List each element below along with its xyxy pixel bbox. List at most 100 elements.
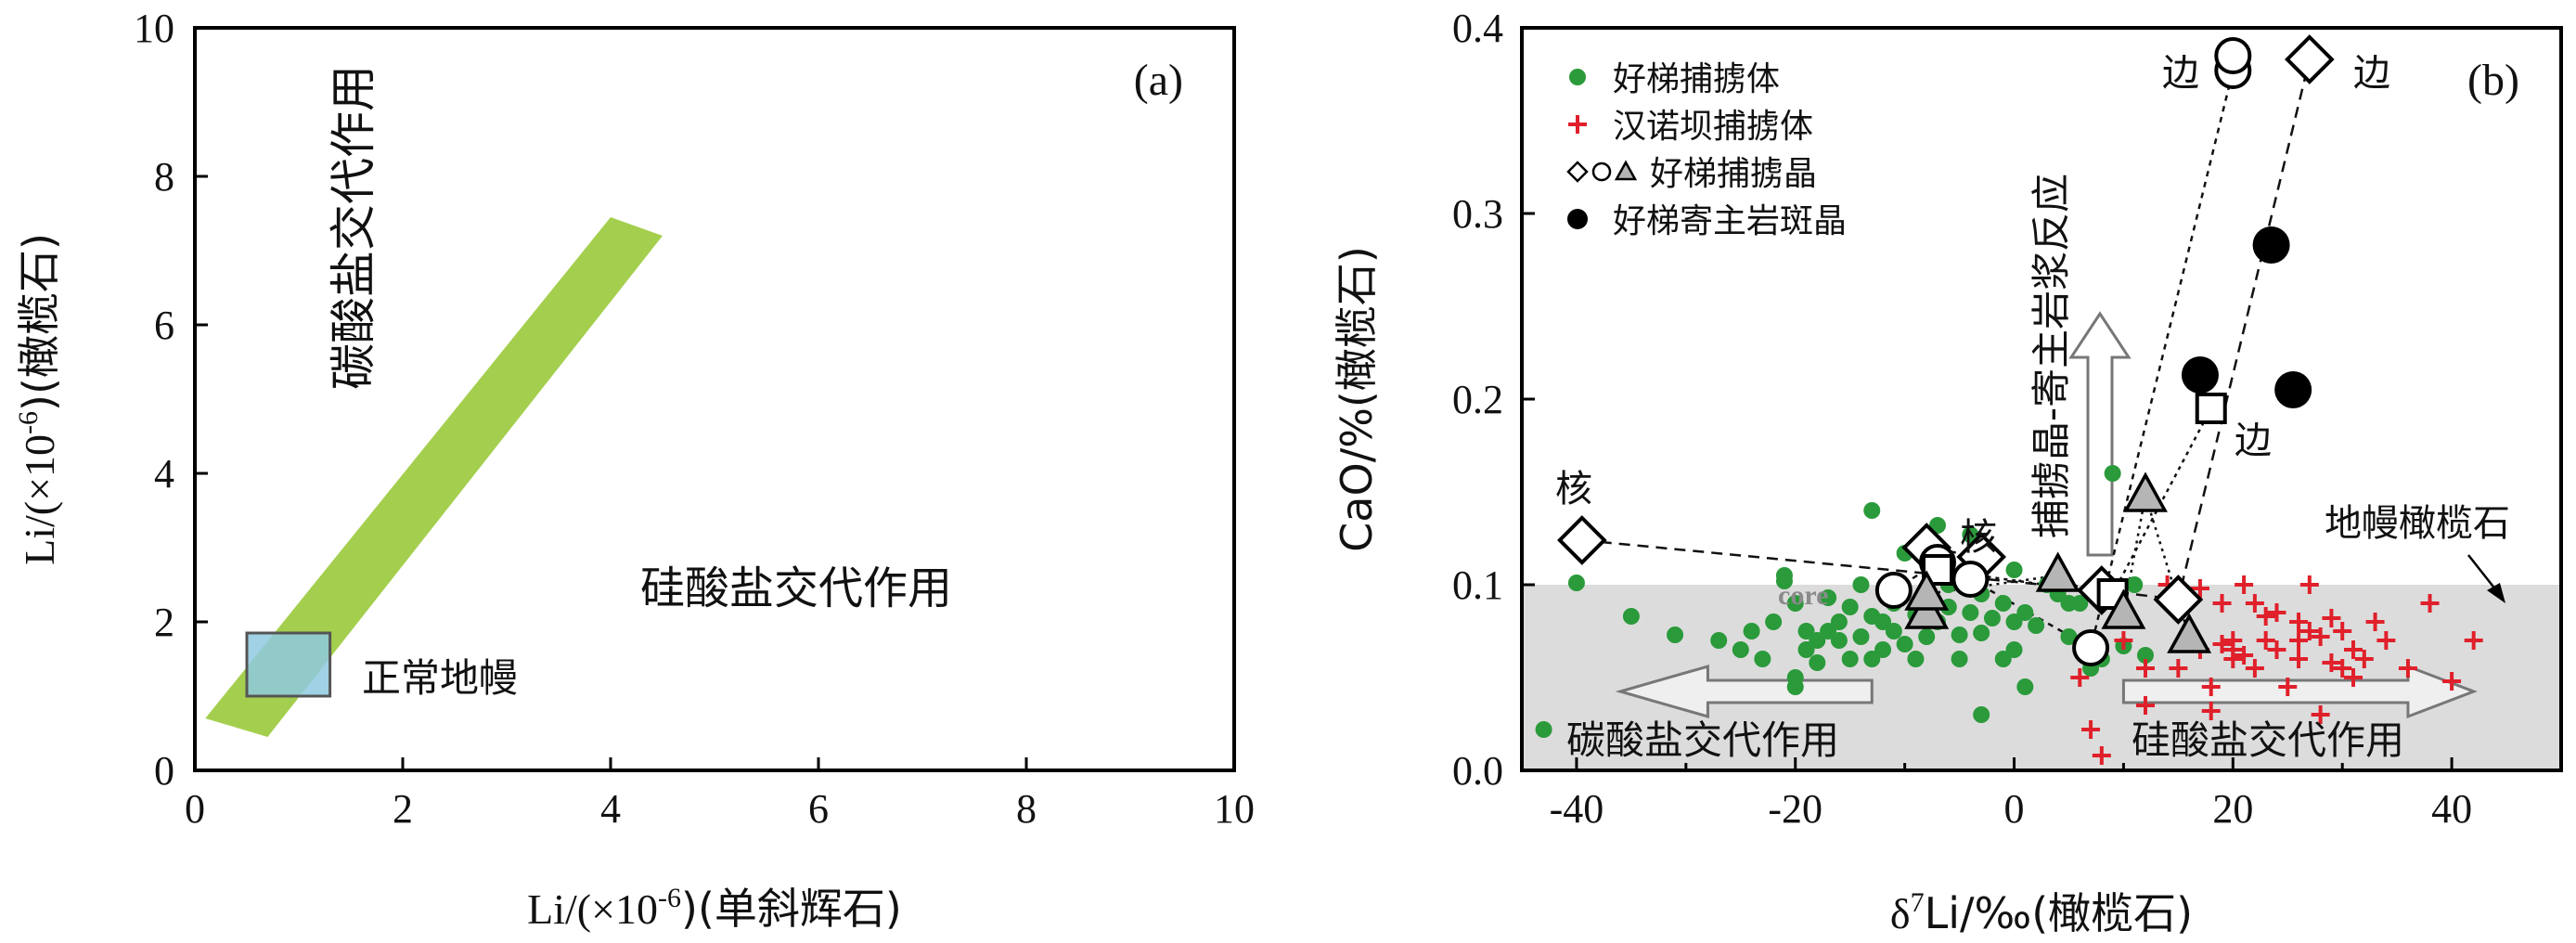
point-green-dot (2005, 562, 2023, 578)
point-red-plus (2278, 678, 2298, 696)
point-red-plus (2136, 696, 2155, 715)
y-tick-label-b: 0.1 (1452, 562, 1503, 608)
point-red-plus (2201, 702, 2221, 720)
rim-label-3: 边 (2235, 420, 2272, 462)
normal-mantle-label: 正常地幔 (362, 655, 518, 701)
carbonate-arrow (1615, 665, 1874, 718)
x-tick-label-a: 6 (808, 786, 829, 832)
point-green-dot (1973, 706, 1990, 723)
legend-label: 汉诺坝捕掳体 (1613, 108, 1813, 146)
point-green-dot (1874, 614, 1892, 630)
x-tick-label-b: 20 (2212, 786, 2253, 832)
point-green-dot (2137, 647, 2154, 664)
point-triangle (2167, 613, 2212, 653)
mantle-callout (2467, 554, 2505, 603)
point-triangle (2123, 472, 2168, 512)
point-green-dot (1951, 651, 1968, 667)
axes-a: 0 2 4 6 8 10 0 2 4 6 8 10 (134, 6, 1255, 832)
point-red-plus (2136, 659, 2155, 678)
point-green-dot (1907, 651, 1925, 667)
data-series-b (1535, 34, 2483, 765)
point-green-dot (1797, 623, 1815, 639)
point-red-plus (2235, 575, 2254, 594)
y-title-a-post: )(橄榄石) (14, 233, 64, 411)
point-red-plus (2311, 627, 2330, 646)
point-green-dot (1863, 502, 1881, 519)
legend-circle (1591, 161, 1612, 182)
point-circle (2072, 629, 2110, 666)
point-diamond (1557, 515, 1607, 565)
y-tick-label-a: 4 (154, 451, 174, 497)
point-green-dot (2126, 576, 2144, 593)
chart-panel-b: -40 -20 0 20 40 0.0 0.1 0.2 0.3 0.4 好梯捕掳体汉诺坝捕掳体好梯… (1332, 6, 2563, 938)
core-label-en: core (1778, 580, 1828, 611)
point-red-plus (2333, 622, 2352, 640)
point-green-dot (1820, 589, 1837, 606)
panel-label-b: (b) (2467, 56, 2519, 105)
point-red-plus (2333, 659, 2352, 678)
y-title-a-pre: Li/(×10 (16, 434, 63, 565)
point-red-plus (2289, 631, 2309, 650)
point-green-dot (2104, 465, 2121, 482)
point-green-dot (1710, 632, 1728, 649)
point-red-plus (2322, 653, 2341, 672)
point-green-dot (1830, 614, 1848, 630)
point-green-dot (1667, 627, 1684, 643)
point-red-plus (2267, 603, 2286, 622)
point-green-dot (1852, 628, 1870, 645)
y-tick-label-b: 0.4 (1452, 6, 1503, 51)
legend-black-dot (1567, 209, 1588, 229)
point-red-plus (2070, 668, 2090, 687)
callout-head (2487, 583, 2505, 603)
point-green-dot (1983, 610, 2001, 627)
x-title-b-post: Li/‰(橄榄石) (1925, 888, 2194, 938)
point-triangle (2035, 551, 2080, 592)
point-diamond (2153, 575, 2204, 625)
point-red-plus (2223, 650, 2243, 668)
point-green-dot (2016, 678, 2034, 695)
point-circle (1874, 572, 1913, 609)
point-green-dot (1918, 628, 1936, 645)
point-green-dot (1567, 575, 1585, 591)
x-tick-label-a: 4 (600, 786, 621, 832)
point-red-plus (2365, 613, 2385, 631)
callout-line (2467, 554, 2497, 591)
silicate-label-b: 硅酸盐交代作用 (2132, 717, 2404, 763)
point-green-dot (1809, 654, 1826, 671)
point-green-dot (1962, 604, 1979, 621)
point-black-dot (2252, 226, 2290, 264)
legend-item: 好梯寄主岩斑晶 (1567, 202, 1847, 240)
y-axis-title-a: Li/(×10-6)(橄榄石) (13, 233, 64, 565)
x-title-a-pre: Li/(×10 (527, 885, 658, 933)
plot-frame-a (193, 26, 1236, 772)
mantle-olivine-label: 地幔橄榄石 (2325, 502, 2510, 545)
point-circle (2214, 37, 2252, 74)
rim-label-2: 边 (2353, 52, 2390, 95)
point-red-plus (2201, 678, 2221, 696)
silicate-arrow (2121, 664, 2478, 719)
x-title-a-post: )(单斜辉石) (681, 884, 902, 934)
x-tick-label-a: 2 (393, 786, 413, 832)
point-red-plus (2299, 575, 2319, 594)
point-green-dot (1754, 651, 1771, 667)
point-red-plus (2344, 640, 2363, 659)
band-polygon (205, 217, 663, 737)
carbonate-label-b: 碳酸盐交代作用 (1566, 717, 1839, 763)
x-tick-label-a: 8 (1016, 786, 1037, 832)
point-red-plus (2311, 705, 2330, 724)
point-green-dot (1535, 721, 1552, 738)
legend-label: 好梯捕掳体 (1613, 60, 1780, 98)
point-green-dot (2005, 614, 2023, 630)
y-tick-label-a: 8 (154, 154, 174, 200)
legend-red-plus (1568, 115, 1587, 134)
point-green-dot (1885, 623, 1902, 639)
reaction-arrow (2068, 311, 2132, 557)
y-title-a-sup: -6 (13, 411, 44, 434)
point-red-plus (2256, 607, 2275, 626)
rim-label-1: 边 (2162, 52, 2199, 95)
point-red-plus (2245, 594, 2264, 613)
core-label-1: 核 (1555, 468, 1592, 510)
point-red-plus (2169, 659, 2188, 678)
point-green-dot (1797, 641, 1815, 658)
